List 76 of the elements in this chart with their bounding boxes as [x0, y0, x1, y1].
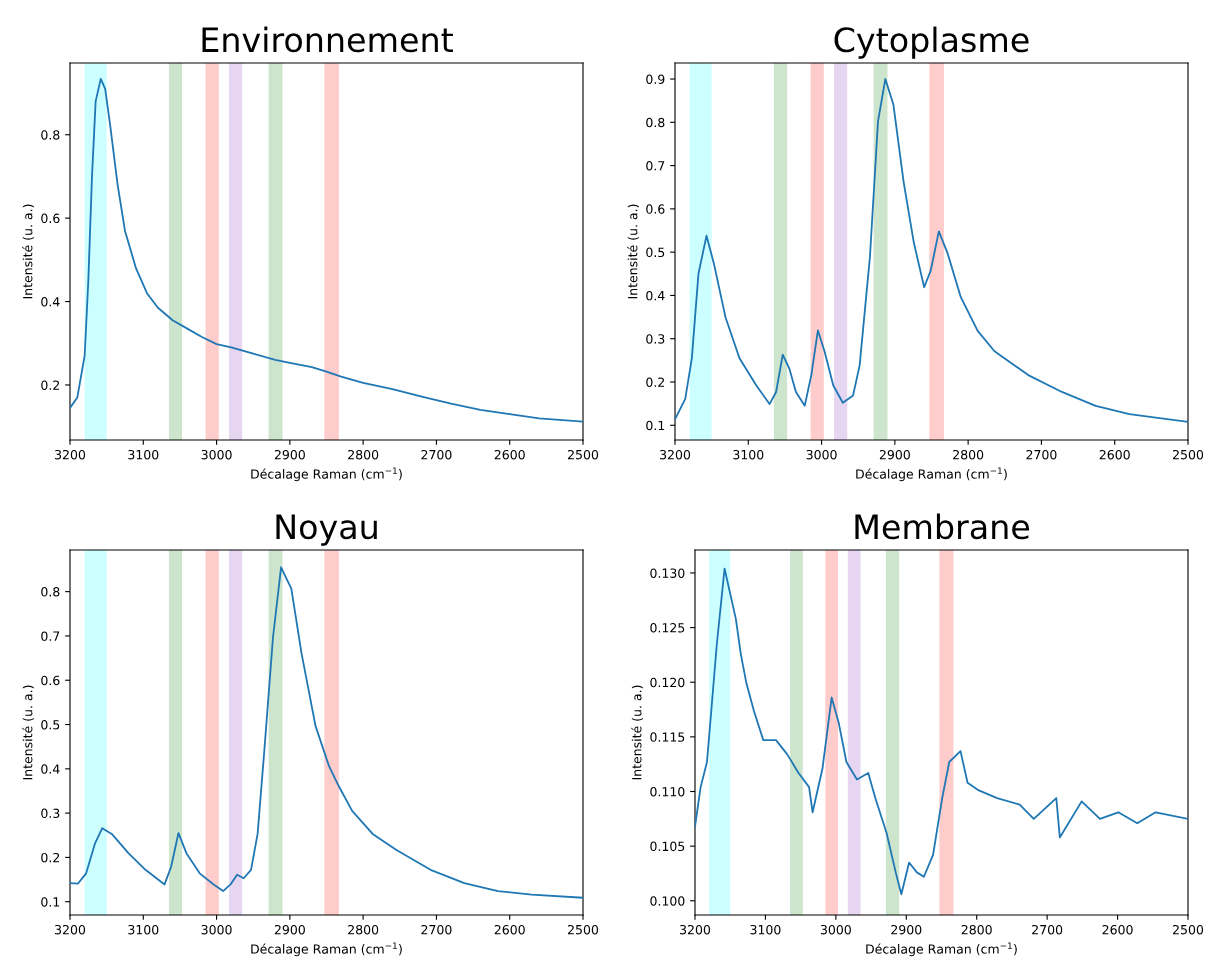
y-tick-label: 0.4 — [646, 290, 665, 301]
x-tick-label: 2700 — [1032, 924, 1063, 935]
x-tick-label: 3200 — [55, 924, 86, 935]
y-axis-title: Intensité (u. a.) — [627, 204, 639, 299]
x-tick-label: 3200 — [680, 924, 711, 935]
x-tick-label: 2900 — [891, 924, 922, 935]
y-tick-label: 0.6 — [646, 204, 665, 214]
y-tick-label: 0.6 — [41, 675, 60, 686]
y-tick-label: 0.5 — [41, 720, 60, 730]
y-tick-label: 0.2 — [41, 380, 60, 390]
x-tick-label: 2600 — [494, 924, 525, 935]
line-series — [695, 567, 1188, 896]
x-tick-label: 2700 — [421, 924, 452, 935]
y-tick-label: 0.120 — [650, 677, 685, 688]
y-tick-label: 0.4 — [41, 764, 60, 774]
y-axis-title: Intensité (u. a.) — [22, 685, 34, 780]
chart-title: Noyau — [276, 514, 377, 546]
y-tick-label: 0.6 — [41, 213, 60, 224]
y-tick-label: 0.4 — [41, 297, 60, 307]
x-tick-label: 2700 — [421, 449, 452, 460]
y-tick-label: 0.125 — [650, 623, 685, 633]
y-tick-label: 0.9 — [646, 74, 665, 84]
y-tick-label: 0.8 — [41, 587, 60, 597]
y-tick-label: 0.2 — [41, 852, 60, 863]
x-tick-label: 2600 — [494, 449, 525, 460]
chart-title: Membrane — [855, 513, 1030, 540]
x-axis-title: Décalage Raman (cm$^{−1}$) — [251, 942, 402, 957]
y-tick-label: 0.110 — [650, 786, 685, 797]
x-tick-label: 3100 — [750, 924, 781, 935]
y-tick-label: 0.7 — [41, 631, 60, 641]
line-series — [675, 78, 1188, 423]
x-tick-label: 2600 — [1099, 449, 1130, 460]
x-tick-label: 2900 — [274, 924, 305, 935]
x-tick-label: 2500 — [1173, 449, 1204, 460]
y-tick-label: 0.100 — [650, 896, 685, 906]
x-tick-label: 2800 — [953, 449, 984, 460]
y-tick-label: 0.5 — [646, 247, 665, 258]
x-axis-title: Décalage Raman (cm$^{−1}$) — [251, 467, 402, 482]
y-tick-label: 0.7 — [646, 161, 665, 171]
x-axis-title: Décalage Raman (cm$^{−1}$) — [856, 467, 1007, 482]
y-tick-label: 0.1 — [646, 420, 665, 431]
x-tick-label: 2900 — [274, 449, 305, 460]
line-series — [70, 77, 583, 423]
x-tick-label: 2500 — [568, 924, 599, 935]
y-tick-label: 0.1 — [41, 897, 60, 907]
x-tick-label: 3000 — [820, 924, 851, 935]
x-axis-title: Décalage Raman (cm$^{−1}$) — [866, 942, 1017, 957]
x-tick-label: 3000 — [806, 449, 837, 460]
y-tick-label: 0.3 — [41, 808, 60, 819]
x-tick-label: 3100 — [128, 449, 159, 460]
y-tick-label: 0.3 — [646, 334, 665, 344]
x-tick-label: 2800 — [961, 924, 992, 935]
chart-title: Environnement — [202, 26, 453, 53]
y-tick-label: 0.115 — [650, 732, 685, 742]
y-tick-label: 0.8 — [646, 117, 665, 128]
x-tick-label: 2600 — [1102, 924, 1133, 935]
x-tick-label: 3200 — [55, 449, 86, 460]
y-axis-title: Intensité (u. a.) — [631, 685, 643, 780]
x-tick-label: 2900 — [879, 449, 910, 460]
x-tick-label: 2500 — [1173, 924, 1204, 935]
x-tick-label: 3100 — [128, 924, 159, 935]
x-tick-label: 3000 — [201, 449, 232, 460]
x-tick-label: 2800 — [348, 449, 379, 460]
x-tick-label: 2700 — [1026, 449, 1057, 460]
y-axis-title: Intensité (u. a.) — [22, 204, 34, 299]
x-tick-label: 3000 — [201, 924, 232, 935]
y-tick-label: 0.105 — [650, 841, 685, 852]
x-tick-label: 2800 — [348, 924, 379, 935]
line-series — [70, 566, 583, 899]
x-tick-label: 3200 — [660, 449, 691, 460]
chart-title: Cytoplasme — [834, 26, 1029, 59]
x-tick-label: 3100 — [733, 449, 764, 460]
y-tick-label: 0.2 — [646, 377, 665, 387]
x-tick-label: 2500 — [568, 449, 599, 460]
y-tick-label: 0.8 — [41, 130, 60, 140]
y-tick-label: 0.130 — [650, 568, 685, 578]
